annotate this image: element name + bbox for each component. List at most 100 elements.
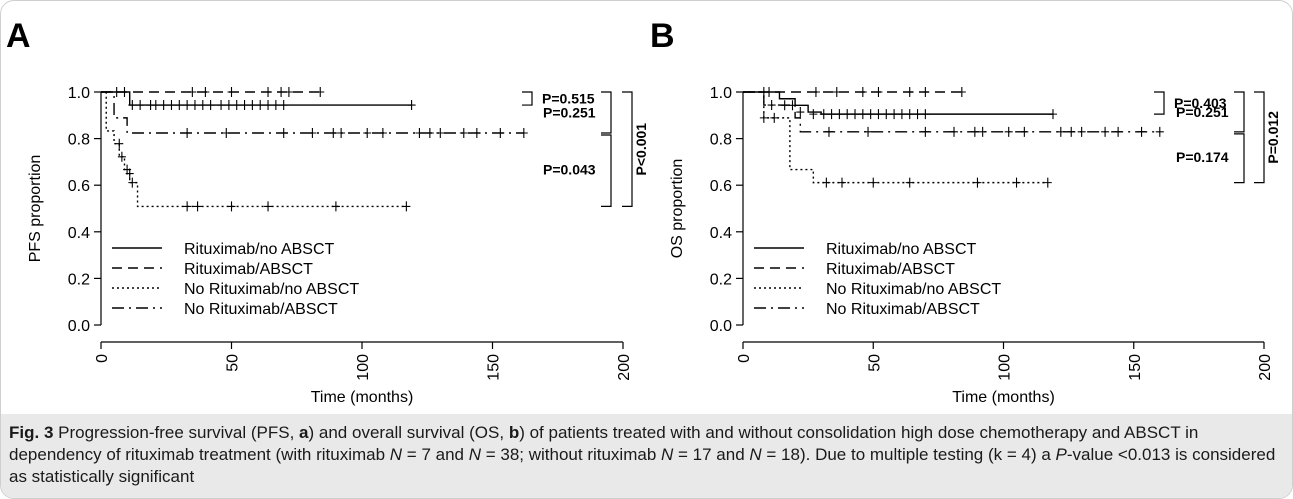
- censor-mark: [770, 112, 779, 123]
- censor-mark: [284, 87, 293, 97]
- pvalue-label: P=0.174: [1176, 149, 1229, 165]
- y-tick-label: 0.4: [68, 225, 90, 242]
- censor-mark: [227, 201, 236, 212]
- caption-segment: = 38; without rituximab: [481, 445, 662, 464]
- pvalue-bracket: [1234, 133, 1245, 184]
- censor-mark: [159, 100, 168, 111]
- censor-mark: [206, 100, 215, 111]
- legend-entry: No Rituximab/no ABSCT: [184, 281, 359, 298]
- x-tick-label: 200: [1257, 354, 1274, 381]
- censor-mark: [240, 100, 249, 111]
- x-axis-label: Time (months): [952, 389, 1055, 406]
- censor-mark: [329, 128, 338, 139]
- censor-mark: [1056, 126, 1065, 137]
- censor-mark: [175, 100, 184, 111]
- censor-mark: [835, 109, 844, 120]
- km-curve-dashdot: [743, 91, 1160, 133]
- km-panel-a: A 0.0 0.2 0.4 0.6 0.8 1.0 0 50 100 150 200 Time (mon…: [6, 17, 649, 406]
- censor-mark: [921, 87, 930, 97]
- censor-mark: [256, 100, 265, 111]
- censor-mark: [316, 87, 325, 97]
- censor-mark: [921, 126, 930, 137]
- censor-mark: [905, 87, 914, 97]
- legend-entry: No Rituximab/ABSCT: [184, 301, 338, 318]
- x-tick-label: 150: [486, 354, 503, 381]
- legend-entry: Rituximab/ABSCT: [826, 261, 955, 278]
- censor-mark: [190, 100, 199, 111]
- caption-segment: ) of patients treated with and without c…: [9, 423, 1199, 464]
- y-tick-label: 0.2: [710, 271, 732, 288]
- caption-segment: = 17 and: [673, 445, 750, 464]
- censor-mark: [279, 100, 288, 111]
- censor-mark: [378, 128, 387, 139]
- y-tick-label: 0.0: [68, 318, 90, 335]
- caption-segment: b: [508, 423, 520, 442]
- caption-segment: = 7 and: [402, 445, 469, 464]
- km-curve-solid: [743, 91, 1053, 115]
- censor-mark: [271, 100, 280, 111]
- caption-segment: N: [389, 445, 403, 464]
- censor-mark: [970, 126, 979, 137]
- censor-mark: [115, 138, 124, 149]
- caption-label: Fig. 3: [9, 423, 54, 442]
- pvalue-bracket: [1234, 91, 1245, 133]
- censor-mark: [128, 100, 137, 111]
- km-curve-solid: [101, 91, 412, 106]
- censor-mark: [851, 109, 860, 120]
- x-tick-label: 150: [1127, 354, 1144, 381]
- censor-mark: [151, 100, 160, 111]
- censor-mark: [264, 201, 273, 212]
- legend-entry: No Rituximab/no ABSCT: [826, 281, 1001, 298]
- censor-mark: [425, 128, 434, 139]
- censor-mark: [183, 128, 192, 139]
- panel-letter: B: [650, 17, 675, 55]
- x-tick-label: 50: [225, 354, 242, 372]
- pvalue-label: P=0.012: [1265, 111, 1281, 164]
- censor-mark: [407, 100, 416, 111]
- y-tick-label: 0.6: [68, 178, 90, 195]
- y-tick-label: 1.0: [68, 85, 90, 102]
- x-tick-label: 0: [736, 354, 753, 363]
- caption-band: [1, 414, 1292, 498]
- caption-segment: -value <0.013 is considered as statistic…: [9, 445, 1276, 486]
- x-tick-label: 0: [94, 354, 111, 363]
- censor-mark: [1155, 126, 1164, 137]
- censor-mark: [890, 109, 899, 120]
- censor-mark: [224, 100, 233, 111]
- censor-mark: [1012, 177, 1021, 188]
- censor-mark: [308, 128, 317, 139]
- censor-mark: [1048, 109, 1057, 120]
- censor-mark: [957, 87, 966, 97]
- censor-mark: [198, 100, 207, 111]
- censor-mark: [866, 109, 875, 120]
- pvalue-bracket: [622, 91, 633, 208]
- censor-mark: [459, 128, 468, 139]
- y-axis-label: OS proportion: [669, 159, 686, 259]
- x-tick-label: 200: [616, 354, 633, 381]
- censor-mark: [232, 100, 241, 111]
- x-tick-label: 100: [997, 354, 1014, 381]
- pvalue-bracket: [522, 91, 533, 106]
- censor-mark: [519, 128, 528, 139]
- caption-segment: = 18). Due to multiple testing (k = 4) a: [761, 445, 1056, 464]
- y-tick-label: 0.0: [710, 318, 732, 335]
- censor-mark: [337, 128, 346, 139]
- censor-mark: [183, 100, 192, 111]
- censor-mark: [822, 177, 831, 188]
- censor-mark: [136, 100, 145, 111]
- pvalue-bracket: [601, 91, 612, 134]
- pvalue-label: P=0.403: [1174, 95, 1227, 111]
- censor-mark: [796, 107, 805, 118]
- pvalue-label: P<0.001: [633, 123, 649, 176]
- censor-mark: [277, 87, 286, 97]
- censor-mark: [217, 100, 226, 111]
- censor-mark: [913, 109, 922, 120]
- censor-mark: [167, 100, 176, 111]
- censor-mark: [363, 128, 372, 139]
- pvalue-label: P=0.251: [1176, 104, 1229, 120]
- legend-entry: No Rituximab/ABSCT: [826, 301, 980, 318]
- y-tick-label: 0.8: [68, 132, 90, 149]
- legend-entry: Rituximab/no ABSCT: [826, 241, 977, 258]
